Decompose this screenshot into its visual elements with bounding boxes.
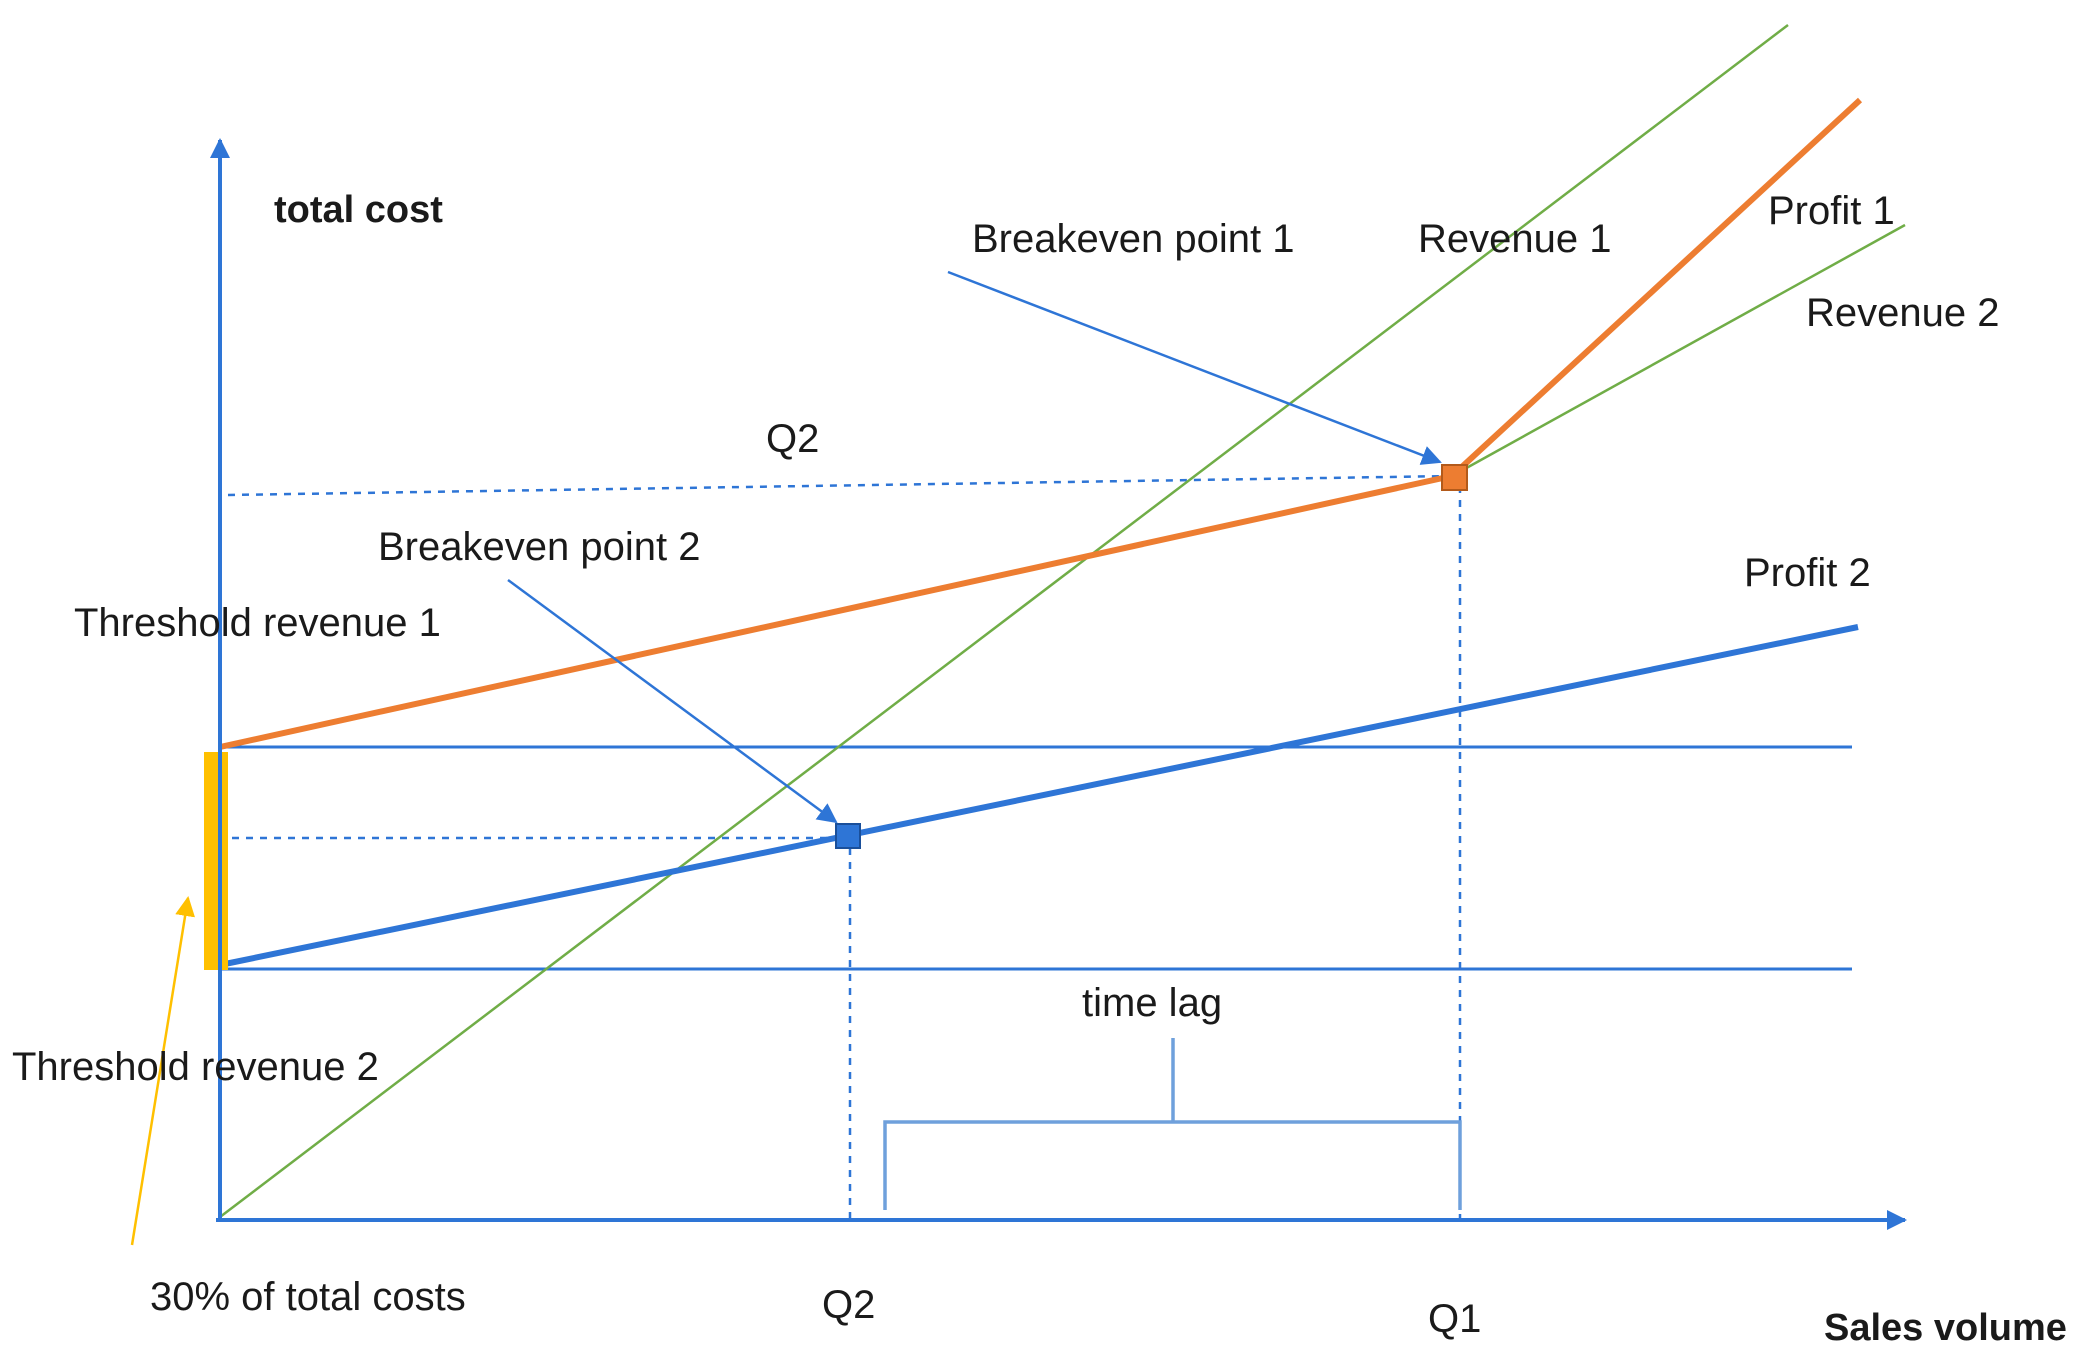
time-lag-label: time lag — [1082, 981, 1222, 1025]
profit-1-line-lower — [219, 473, 1453, 750]
revenue-1-line — [219, 24, 1789, 1218]
threshold-revenue-1-label: Threshold revenue 1 — [74, 601, 441, 645]
breakeven-point-2-label: Breakeven point 2 — [378, 525, 700, 569]
profit-2-label: Profit 2 — [1744, 551, 1871, 595]
threshold-arrow — [130, 896, 196, 1246]
breakeven-point-1-marker — [1441, 464, 1468, 491]
profit-2-line — [219, 624, 1859, 968]
q2-axis-label: Q2 — [822, 1283, 875, 1327]
revenue-2-line — [1451, 223, 1906, 478]
q2-top-label: Q2 — [766, 417, 819, 461]
y-axis-label: total cost — [274, 189, 443, 231]
breakeven-point-1-label: Breakeven point 1 — [972, 217, 1294, 261]
profit-1-line-upper — [1449, 97, 1863, 479]
guide-bep1-horizontal — [227, 474, 1453, 497]
x-axis-label: Sales volume — [1824, 1307, 2067, 1349]
time-lag-bracket — [883, 1038, 1462, 1210]
revenue-1-label: Revenue 1 — [1418, 217, 1611, 261]
breakeven-1-arrow — [947, 270, 1442, 465]
revenue-2-label: Revenue 2 — [1806, 291, 1999, 335]
q1-axis-label: Q1 — [1428, 1297, 1481, 1341]
threshold-revenue-2-label: Threshold revenue 2 — [12, 1045, 379, 1089]
breakeven-2-arrow — [507, 578, 838, 824]
threshold-bar — [204, 752, 228, 970]
breakeven-point-2-marker — [835, 823, 861, 849]
profit-1-label: Profit 1 — [1768, 189, 1895, 233]
pct-total-costs-label: 30% of total costs — [150, 1275, 466, 1319]
